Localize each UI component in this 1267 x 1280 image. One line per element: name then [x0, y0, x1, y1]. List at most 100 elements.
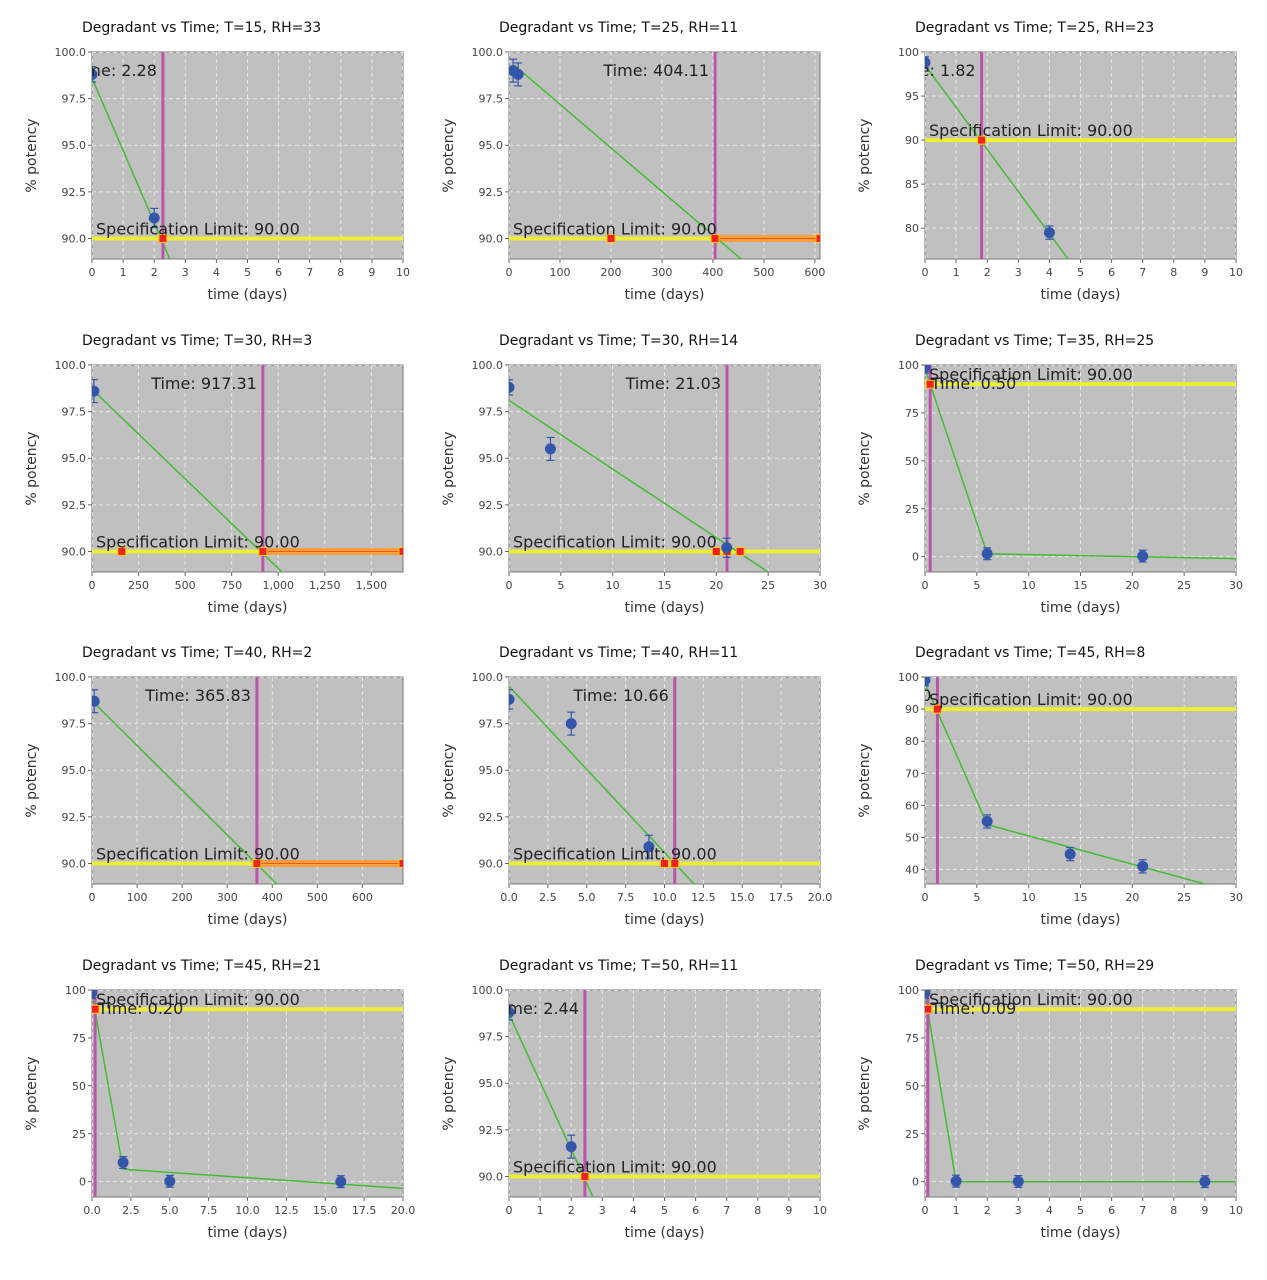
chart-title: Degradant vs Time; T=30, RH=14 — [499, 333, 738, 349]
y-tick-label: 90 — [905, 134, 919, 147]
crossing-marker — [660, 858, 669, 868]
x-tick-label: 10 — [1022, 891, 1036, 904]
x-tick-label: 6 — [275, 266, 282, 279]
y-tick-label: 100.0 — [472, 46, 504, 59]
x-tick-label: 10 — [1229, 1204, 1243, 1217]
data-point — [925, 990, 931, 998]
x-tick-label: 0.0 — [83, 1204, 101, 1217]
x-tick-label: 0 — [506, 266, 513, 279]
crossing-marker — [398, 858, 403, 868]
x-tick-label: 12.5 — [274, 1204, 299, 1217]
x-tick-label: 1 — [120, 266, 127, 279]
plot-area — [508, 51, 821, 260]
chart-3-body: Degradant vs Time; T=25, RH=23 Time: 1.82… — [857, 20, 1243, 303]
x-tick-label: 7.5 — [617, 891, 635, 904]
x-tick-label: 2.5 — [122, 1204, 140, 1217]
chart-6-body: Degradant vs Time; T=35, RH=25 Time: 0.50… — [857, 333, 1243, 616]
plot-content: Time: 2.28 Specification Limit: 90.00 — [92, 52, 403, 259]
x-tick-label: 25 — [1177, 579, 1191, 592]
fit-line — [93, 702, 278, 884]
chart-11-body: Degradant vs Time; T=50, RH=11 Time: 2.44… — [441, 958, 827, 1241]
x-tick-label: 4 — [1046, 1204, 1053, 1217]
y-tick-label: 100.0 — [472, 359, 504, 372]
x-tick-label: 250 — [128, 579, 149, 592]
y-tick-label: 90.0 — [62, 857, 87, 870]
x-tick-label: 400 — [702, 266, 723, 279]
y-tick-label: 25 — [905, 503, 919, 516]
time-annotation: Time: 917.31 — [150, 374, 257, 393]
fit-line — [92, 77, 171, 259]
x-tick-label: 0 — [506, 1204, 513, 1217]
crossing-marker — [977, 135, 987, 145]
y-tick-label: 97.5 — [479, 1031, 504, 1044]
x-tick-label: 15 — [658, 579, 672, 592]
crossing-marker — [735, 546, 745, 556]
x-axis-label: time (days) — [207, 287, 287, 303]
spec-limit-label: Specification Limit: 90.00 — [513, 844, 717, 863]
chart-title: Degradant vs Time; T=45, RH=21 — [82, 958, 321, 974]
data-point — [1137, 550, 1149, 562]
x-tick-label: 2 — [568, 1204, 575, 1217]
spec-limit-label: Specification Limit: 90.00 — [929, 690, 1133, 709]
y-axis-label: % potency — [24, 118, 40, 192]
x-tick-label: 100 — [127, 891, 148, 904]
spec-limit-label: Specification Limit: 90.00 — [929, 990, 1133, 1009]
x-tick-label: 0 — [89, 891, 96, 904]
time-annotation: Time: 404.11 — [602, 61, 709, 80]
plot-content: Time: 21.03 Specification Limit: 90.00 — [509, 365, 820, 572]
y-axis-label: % potency — [857, 1056, 873, 1130]
x-tick-label: 2 — [984, 1204, 991, 1217]
chart-title: Degradant vs Time; T=40, RH=2 — [82, 645, 312, 661]
x-tick-label: 0 — [922, 266, 929, 279]
x-tick-label: 6 — [1108, 266, 1115, 279]
chart-10: Degradant vs Time; T=45, RH=21 Time: 0.20… — [24, 958, 415, 1241]
x-tick-label: 20 — [709, 579, 723, 592]
x-tick-label: 4 — [1046, 266, 1053, 279]
crossing-marker — [815, 233, 820, 243]
chart-4: Degradant vs Time; T=30, RH=3 Time: 917.3… — [24, 333, 404, 616]
data-point — [925, 365, 931, 373]
x-tick-label: 1 — [953, 266, 960, 279]
x-tick-label: 20 — [1125, 579, 1139, 592]
x-tick-label: 6 — [692, 1204, 699, 1217]
x-axis-label: time (days) — [1040, 600, 1120, 616]
x-tick-label: 10.0 — [235, 1204, 260, 1217]
x-tick-label: 15 — [1074, 579, 1088, 592]
y-tick-label: 95.0 — [62, 452, 87, 465]
fit-line — [509, 1013, 594, 1197]
crossing-marker — [117, 546, 127, 556]
x-tick-label: 8 — [337, 266, 344, 279]
time-annotation: Time: 21.03 — [625, 374, 721, 393]
plot-content: Time: 10.66 Specification Limit: 90.00 — [509, 677, 820, 884]
x-tick-label: 5.0 — [161, 1204, 179, 1217]
x-tick-label: 300 — [651, 266, 672, 279]
y-tick-label: 50 — [905, 455, 919, 468]
y-tick-label: 90.0 — [479, 1170, 504, 1183]
x-tick-label: 1,250 — [309, 579, 341, 592]
time-annotation: Time: 0.50 — [930, 374, 1016, 393]
chart-9-body: Degradant vs Time; T=45, RH=8 Time: 1.20S… — [845, 645, 1243, 928]
fit-line — [92, 993, 403, 1190]
x-tick-label: 1,000 — [262, 579, 294, 592]
y-tick-label: 97.5 — [62, 718, 87, 731]
spec-limit-label: Specification Limit: 90.00 — [929, 365, 1133, 384]
x-tick-label: 9 — [785, 1204, 792, 1217]
y-tick-label: 75 — [905, 407, 919, 420]
x-tick-label: 15 — [1074, 891, 1088, 904]
x-tick-label: 8 — [1170, 266, 1177, 279]
crossing-marker — [258, 546, 268, 556]
chart-title: Degradant vs Time; T=30, RH=3 — [82, 333, 312, 349]
y-tick-label: 100 — [65, 984, 86, 997]
chart-title: Degradant vs Time; T=50, RH=29 — [915, 958, 1154, 974]
x-tick-label: 10 — [396, 266, 410, 279]
chart-8-body: Degradant vs Time; T=40, RH=11 Time: 10.6… — [441, 645, 832, 928]
y-tick-label: 97.5 — [479, 718, 504, 731]
y-tick-label: 100.0 — [55, 671, 87, 684]
plot-area — [91, 989, 404, 1198]
y-tick-label: 97.5 — [62, 93, 87, 106]
x-tick-label: 0 — [922, 579, 929, 592]
x-tick-label: 3 — [599, 1204, 606, 1217]
time-annotation: Time: 1.20 — [845, 686, 931, 705]
x-axis-label: time (days) — [207, 912, 287, 928]
